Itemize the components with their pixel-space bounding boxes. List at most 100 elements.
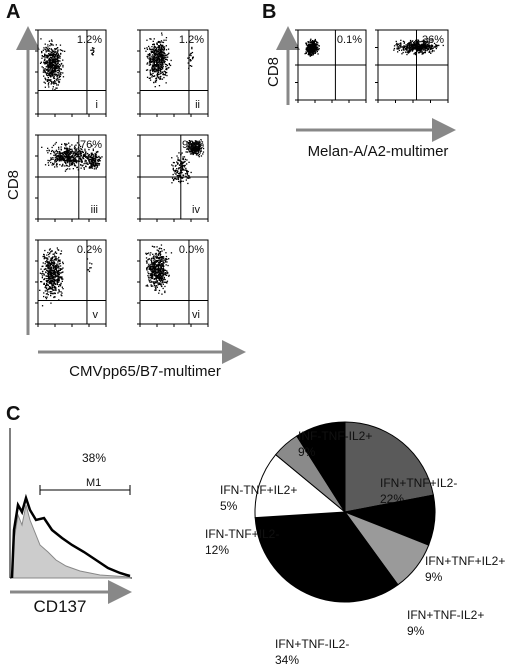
dot bbox=[193, 143, 196, 145]
dot bbox=[179, 171, 182, 173]
dot bbox=[58, 70, 61, 72]
dot bbox=[74, 148, 76, 150]
dot bbox=[84, 161, 86, 163]
dot bbox=[48, 47, 51, 50]
dot bbox=[88, 162, 90, 164]
dot bbox=[309, 50, 311, 52]
dot bbox=[185, 175, 187, 177]
dot bbox=[317, 42, 319, 44]
dot bbox=[169, 64, 172, 67]
dot bbox=[312, 41, 315, 43]
dot bbox=[399, 42, 401, 45]
dot bbox=[86, 163, 88, 165]
dot bbox=[53, 151, 55, 153]
dot bbox=[70, 164, 72, 166]
dot bbox=[152, 267, 154, 269]
dot bbox=[157, 262, 159, 264]
dot bbox=[83, 157, 85, 160]
dot bbox=[80, 161, 82, 163]
dot bbox=[314, 44, 316, 46]
dot bbox=[60, 268, 63, 270]
dot bbox=[426, 46, 428, 48]
dot bbox=[152, 43, 154, 46]
dot bbox=[58, 259, 60, 261]
dot bbox=[188, 161, 190, 163]
dot bbox=[60, 155, 62, 157]
dot bbox=[50, 280, 52, 282]
dot bbox=[399, 44, 401, 46]
dot bbox=[312, 54, 314, 56]
dot bbox=[84, 159, 86, 161]
dot bbox=[80, 154, 82, 156]
dot bbox=[79, 159, 82, 161]
dot bbox=[44, 55, 46, 58]
dot bbox=[401, 46, 403, 48]
dot bbox=[415, 41, 417, 43]
dot bbox=[62, 158, 64, 161]
dot bbox=[304, 53, 306, 55]
dot bbox=[49, 54, 52, 57]
dot bbox=[57, 65, 60, 67]
dot bbox=[165, 261, 167, 263]
dot bbox=[49, 61, 51, 64]
dot bbox=[43, 283, 45, 285]
dot bbox=[58, 60, 60, 62]
dot bbox=[58, 289, 60, 291]
dot bbox=[54, 54, 56, 56]
dot bbox=[160, 53, 163, 55]
dot bbox=[54, 159, 57, 161]
dot bbox=[180, 180, 183, 182]
dot bbox=[162, 65, 164, 67]
dot bbox=[45, 264, 48, 266]
dot bbox=[192, 141, 194, 144]
dot bbox=[54, 161, 56, 163]
dot bbox=[45, 51, 47, 53]
dot bbox=[98, 164, 100, 166]
dot bbox=[48, 66, 50, 68]
dot bbox=[172, 165, 174, 167]
dot bbox=[172, 173, 174, 176]
dot bbox=[47, 46, 49, 48]
dot bbox=[309, 55, 311, 57]
dot bbox=[315, 47, 317, 49]
dot bbox=[50, 288, 52, 290]
dot bbox=[310, 53, 312, 56]
dot bbox=[156, 280, 158, 282]
dot bbox=[53, 263, 55, 265]
dot bbox=[161, 256, 163, 258]
dot bbox=[72, 156, 74, 158]
dot bbox=[147, 259, 149, 261]
dot bbox=[68, 150, 70, 152]
dot bbox=[39, 62, 42, 64]
dot bbox=[155, 59, 157, 61]
dot bbox=[50, 260, 52, 262]
dot bbox=[57, 249, 59, 251]
dot bbox=[156, 62, 158, 64]
dot bbox=[53, 50, 55, 52]
dot bbox=[199, 143, 202, 146]
dot bbox=[310, 41, 312, 43]
dot bbox=[68, 160, 70, 162]
dot bbox=[69, 156, 72, 158]
dot bbox=[50, 73, 53, 75]
dot bbox=[91, 159, 93, 161]
dot bbox=[46, 296, 48, 298]
dot bbox=[311, 40, 314, 42]
dot bbox=[47, 284, 49, 286]
dot bbox=[421, 51, 423, 53]
histogram: M1 38% bbox=[9, 428, 132, 579]
dot bbox=[177, 176, 180, 179]
dot bbox=[58, 157, 60, 159]
dot bbox=[158, 258, 161, 260]
dot bbox=[182, 169, 184, 171]
dot bbox=[435, 44, 437, 47]
dot bbox=[62, 66, 64, 68]
dot bbox=[149, 38, 151, 40]
dot bbox=[47, 288, 49, 290]
percent-label: 38% bbox=[82, 451, 106, 465]
dot bbox=[162, 73, 164, 76]
dot bbox=[150, 58, 152, 60]
dot bbox=[165, 37, 168, 39]
dot bbox=[158, 248, 160, 250]
dot bbox=[51, 263, 53, 265]
